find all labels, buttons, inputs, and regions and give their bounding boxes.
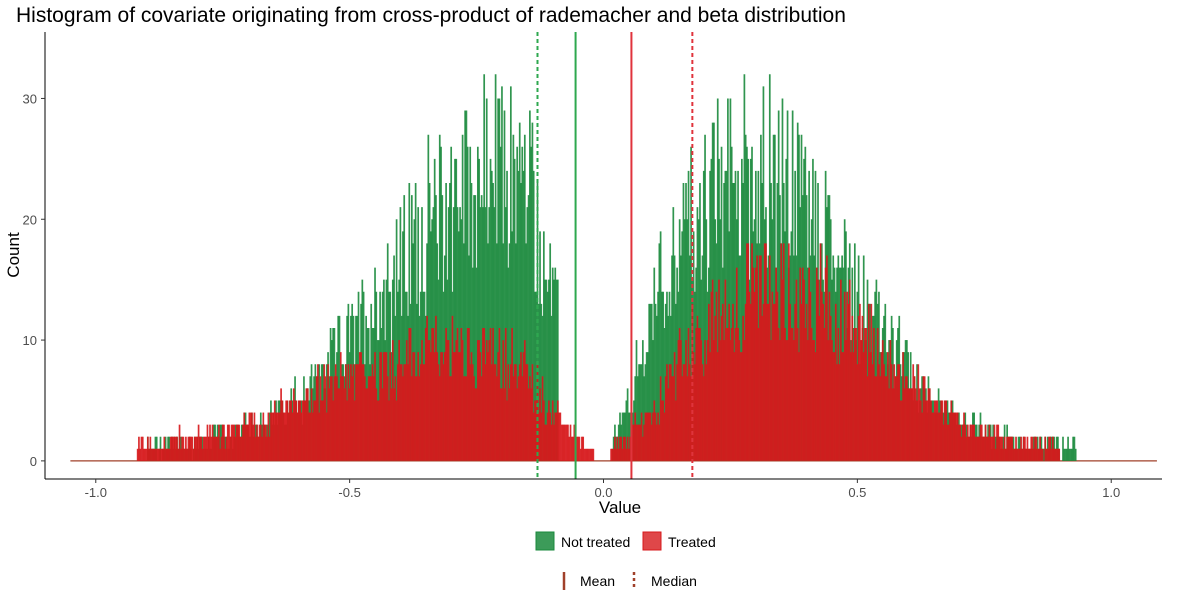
x-tick-label: 0.0 [594, 485, 612, 500]
plot-area [70, 32, 1157, 479]
y-axis-ticks: 0 10 20 30 [23, 91, 45, 469]
legend-label-not-treated: Not treated [561, 534, 630, 550]
reference-lines [536, 32, 694, 479]
legend-swatch-treated [642, 531, 662, 551]
y-tick-label: 20 [23, 212, 37, 227]
x-axis-ticks: -1.0 -0.5 0.0 0.5 1.0 [85, 479, 1120, 500]
chart-title: Histogram of covariate originating from … [16, 4, 846, 27]
x-tick-label: -0.5 [338, 485, 360, 500]
y-tick-label: 10 [23, 333, 37, 348]
x-tick-label: -1.0 [85, 485, 107, 500]
legend-label-mean: Mean [580, 573, 615, 589]
x-axis-label: Value [599, 498, 641, 517]
legend-swatch-not-treated [535, 531, 555, 551]
legend-label-treated: Treated [668, 534, 716, 550]
x-tick-label: 0.5 [848, 485, 866, 500]
not-treated-bars [70, 74, 1157, 462]
x-tick-label: 1.0 [1102, 485, 1120, 500]
y-tick-label: 30 [23, 91, 37, 106]
line-legend: Mean Median [562, 572, 697, 590]
legend-label-median: Median [651, 573, 697, 589]
y-tick-label: 0 [30, 454, 37, 469]
fill-legend: Not treated Treated [535, 531, 716, 551]
treated-bars [136, 243, 1061, 461]
axes: -1.0 -0.5 0.0 0.5 1.0 0 10 20 30 [23, 32, 1162, 500]
y-axis-label: Count [4, 232, 23, 278]
